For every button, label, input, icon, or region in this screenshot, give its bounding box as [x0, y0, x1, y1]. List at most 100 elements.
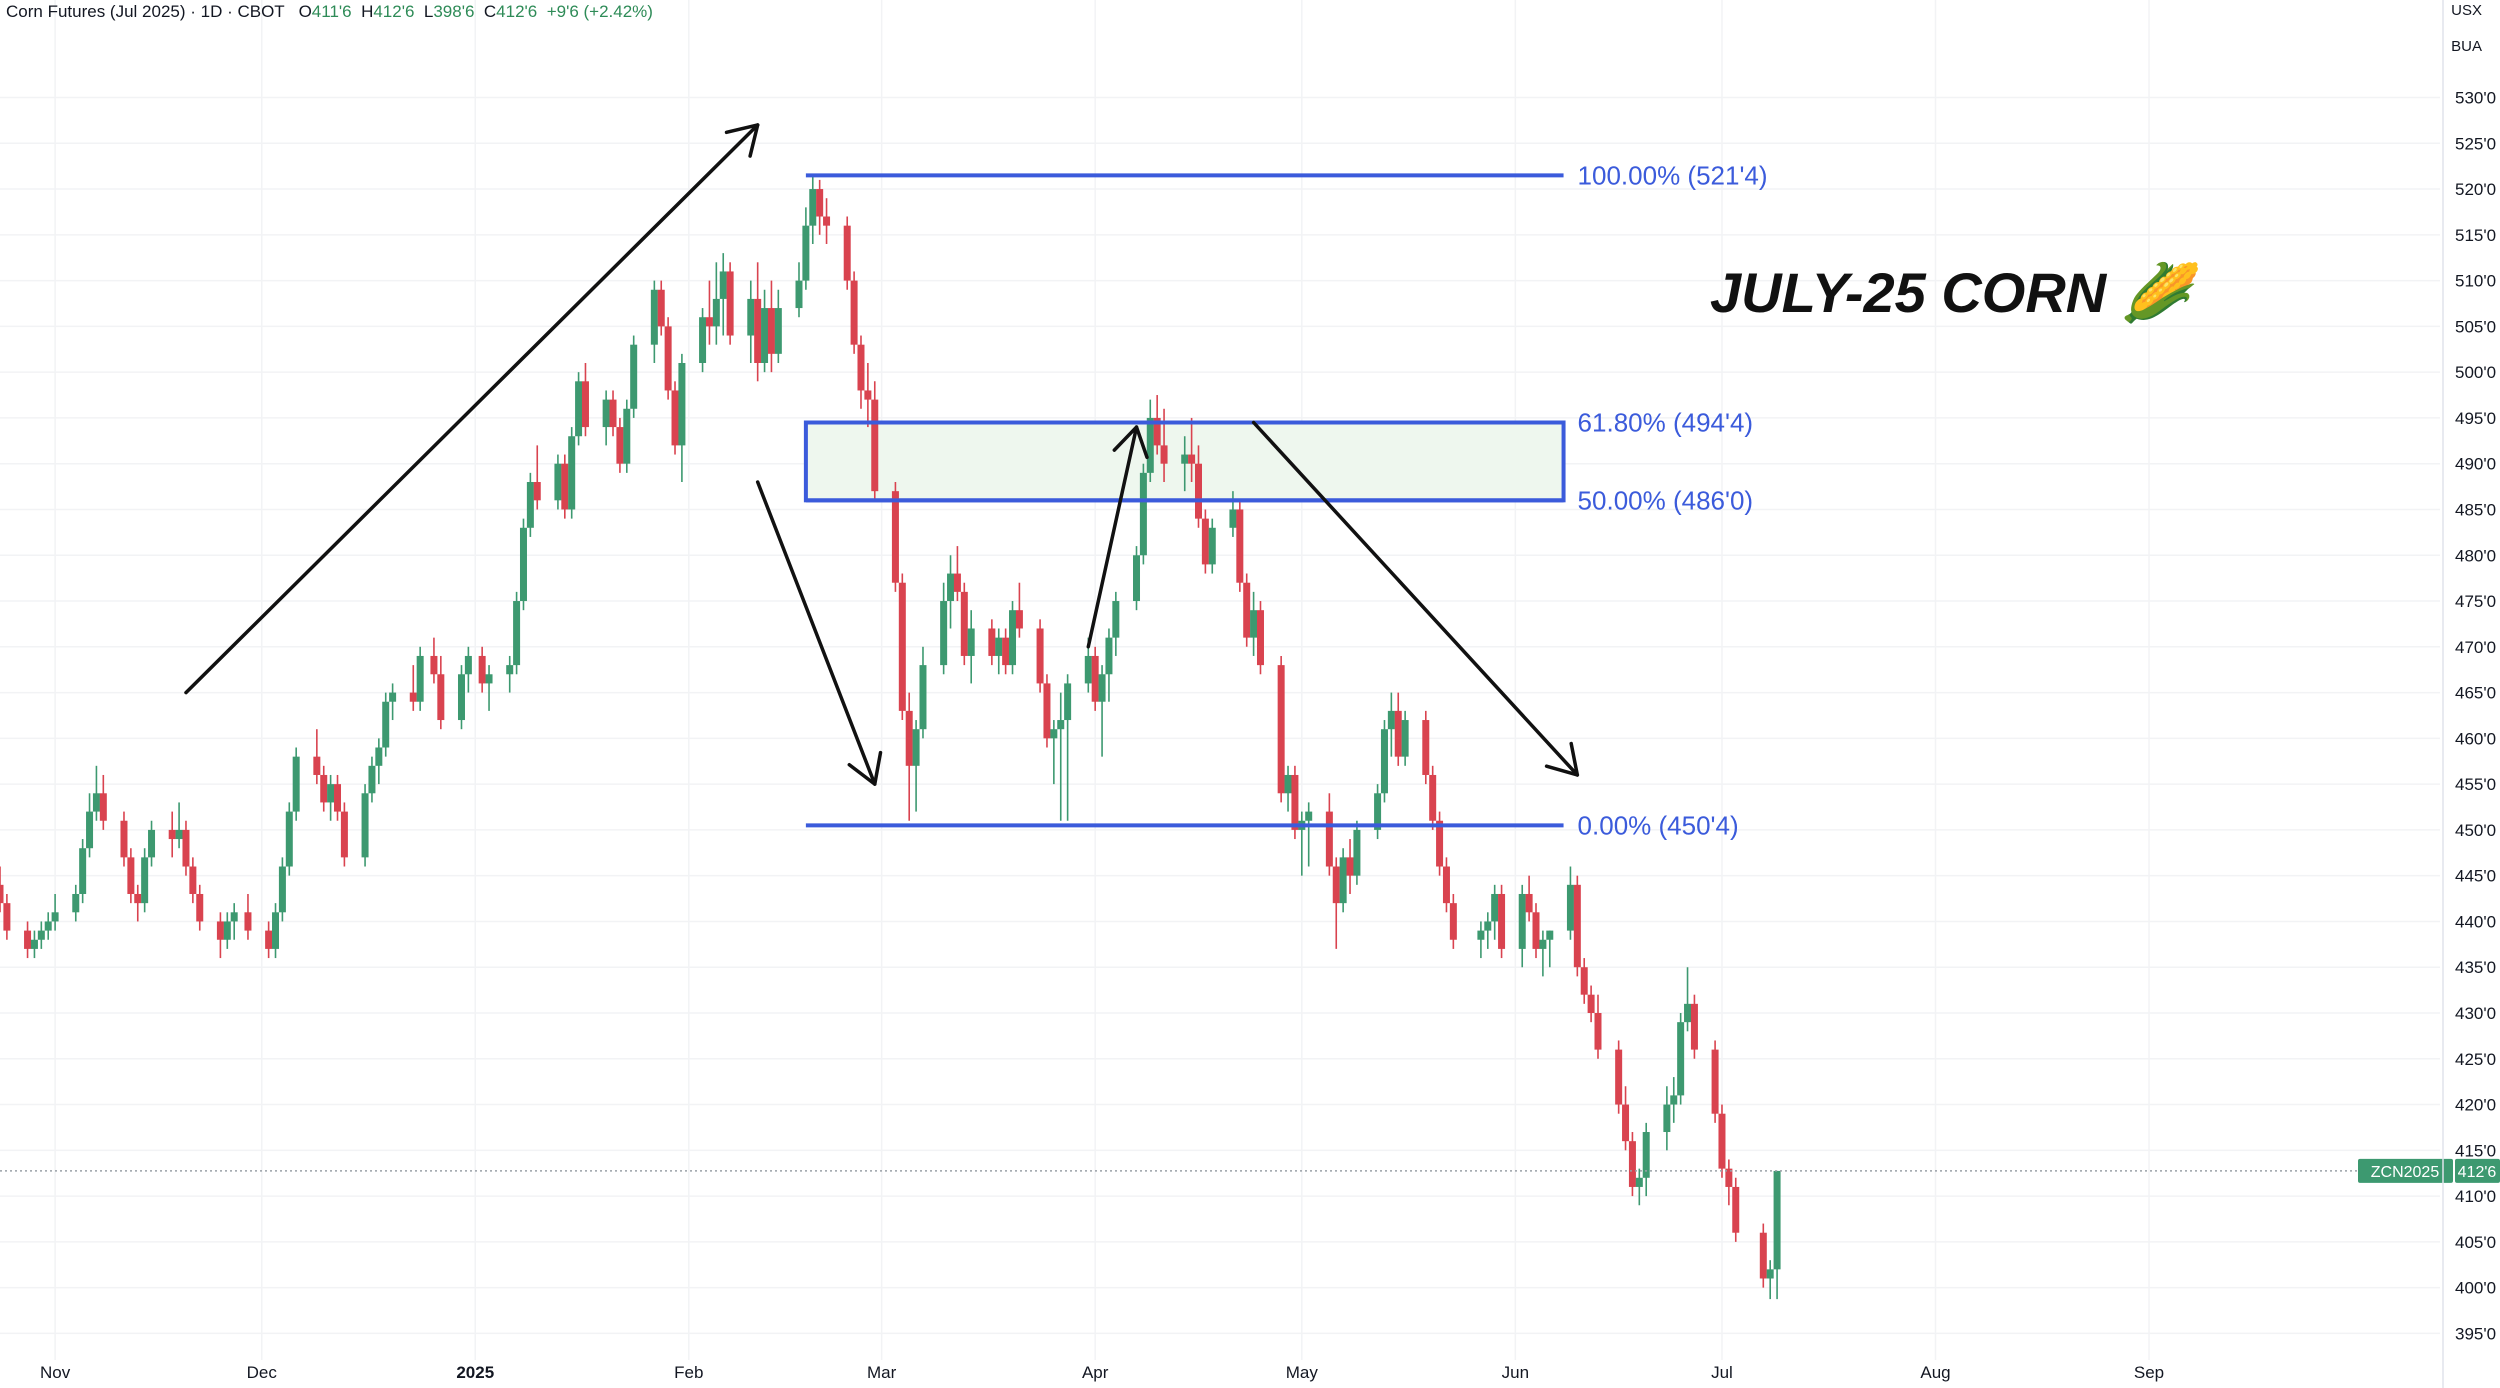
candle-body[interactable] [216, 921, 224, 940]
candle-body[interactable] [650, 289, 658, 345]
candle-body[interactable] [30, 939, 38, 949]
candle-body[interactable] [1725, 1168, 1733, 1187]
candle-body[interactable] [823, 216, 831, 226]
rally-arrow[interactable] [184, 123, 760, 695]
candle-body[interactable] [767, 308, 775, 354]
candle-body[interactable] [630, 344, 638, 409]
candle-body[interactable] [1477, 930, 1485, 940]
candle-body[interactable] [754, 298, 762, 363]
candle-body[interactable] [148, 829, 156, 858]
candle-body[interactable] [1064, 683, 1072, 721]
candle-body[interactable] [1573, 884, 1581, 968]
candle-body[interactable] [1325, 811, 1333, 867]
candle-body[interactable] [857, 344, 865, 391]
candle-body[interactable] [919, 665, 927, 730]
candle-body[interactable] [134, 893, 142, 904]
candle-body[interactable] [1084, 655, 1092, 684]
candle-body[interactable] [457, 674, 465, 721]
candle-body[interactable] [1580, 967, 1588, 995]
candle-body[interactable] [616, 427, 624, 464]
candle-body[interactable] [368, 765, 376, 794]
candle-body[interactable] [526, 482, 534, 528]
candle-body[interactable] [1374, 793, 1382, 830]
candle-body[interactable] [747, 298, 755, 336]
candle-body[interactable] [1291, 774, 1299, 830]
candle-body[interactable] [1711, 1049, 1719, 1114]
candle-body[interactable] [1670, 1095, 1678, 1105]
candle-body[interactable] [1677, 1022, 1685, 1096]
candle-body[interactable] [168, 829, 176, 840]
candle-body[interactable] [37, 930, 45, 940]
candle-body[interactable] [1146, 417, 1154, 473]
candle-body[interactable] [678, 362, 686, 446]
candle-body[interactable] [1188, 454, 1196, 464]
candle-body[interactable] [92, 793, 100, 812]
candle-body[interactable] [320, 774, 328, 803]
candle-body[interactable] [871, 399, 879, 492]
candle-body[interactable] [1181, 454, 1189, 464]
candle-body[interactable] [1684, 1003, 1692, 1023]
candle-body[interactable] [1015, 610, 1023, 629]
candle-body[interactable] [327, 784, 335, 803]
candle-body[interactable] [375, 747, 383, 766]
candle-body[interactable] [313, 756, 321, 775]
candle-body[interactable] [1353, 829, 1361, 876]
candle-body[interactable] [726, 271, 734, 336]
candle-body[interactable] [1690, 1003, 1698, 1050]
candle-body[interactable] [705, 317, 713, 327]
candle-body[interactable] [1615, 1049, 1623, 1105]
candle-body[interactable] [809, 189, 817, 226]
candle-body[interactable] [44, 921, 52, 931]
candle-body[interactable] [1091, 655, 1099, 702]
candle-body[interactable] [51, 912, 59, 922]
candle-body[interactable] [79, 848, 87, 894]
candle-body[interactable] [1635, 1177, 1643, 1187]
candle-body[interactable] [1766, 1269, 1774, 1279]
candle-body[interactable] [1243, 582, 1251, 638]
candle-body[interactable] [1105, 637, 1113, 675]
candle-body[interactable] [1112, 601, 1120, 638]
candle-body[interactable] [699, 317, 707, 363]
candle-body[interactable] [1208, 527, 1216, 565]
candle-body[interactable] [1518, 893, 1526, 949]
candle-body[interactable] [1284, 774, 1292, 794]
candle-body[interactable] [272, 912, 280, 949]
candle-body[interactable] [1773, 1170, 1781, 1270]
candle-body[interactable] [99, 793, 107, 821]
candle-body[interactable] [816, 189, 824, 217]
candle-body[interactable] [244, 912, 252, 931]
candle-body[interactable] [1642, 1132, 1650, 1178]
candle-body[interactable] [175, 829, 183, 840]
candle-body[interactable] [1050, 729, 1058, 739]
candle-body[interactable] [1250, 610, 1258, 638]
candle-body[interactable] [189, 866, 197, 894]
candle-body[interactable] [719, 271, 727, 299]
candle-body[interactable] [72, 893, 80, 913]
candle-body[interactable] [1436, 820, 1444, 867]
candle-body[interactable] [1387, 710, 1395, 730]
candle-body[interactable] [437, 674, 445, 721]
candle-body[interactable] [953, 573, 961, 592]
candle-body[interactable] [761, 308, 769, 363]
candle-body[interactable] [0, 884, 4, 904]
candle-body[interactable] [430, 655, 438, 675]
candle-body[interactable] [898, 582, 906, 711]
candle-body[interactable] [1532, 912, 1540, 949]
candle-body[interactable] [1484, 921, 1492, 931]
candle-body[interactable] [1394, 710, 1402, 757]
candle-body[interactable] [485, 674, 493, 684]
candle-body[interactable] [1663, 1104, 1671, 1133]
candle-body[interactable] [265, 930, 273, 949]
candle-body[interactable] [609, 399, 617, 428]
candle-body[interactable] [554, 463, 562, 501]
candle-body[interactable] [1759, 1232, 1767, 1279]
candle-body[interactable] [223, 921, 231, 940]
candle-body[interactable] [568, 436, 576, 510]
candle-body[interactable] [127, 857, 135, 894]
candle-body[interactable] [657, 289, 665, 327]
candle-body[interactable] [1305, 811, 1313, 821]
candle-body[interactable] [1256, 610, 1264, 666]
candle-body[interactable] [947, 573, 955, 602]
candle-body[interactable] [292, 756, 300, 812]
candle-body[interactable] [334, 784, 342, 812]
